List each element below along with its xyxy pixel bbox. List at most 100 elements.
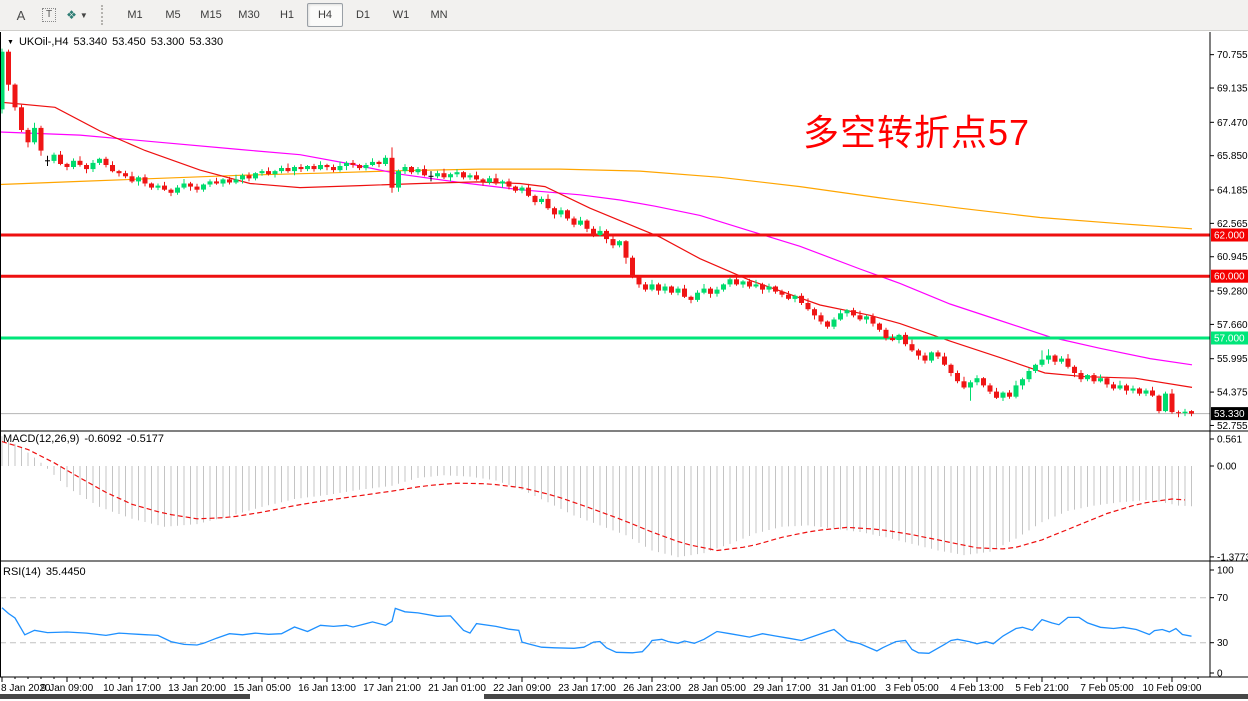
candle-body xyxy=(194,186,200,190)
time-tick-label: 7 Feb 05:00 xyxy=(1080,683,1134,694)
timeframe-button-m5[interactable]: M5 xyxy=(165,9,181,21)
timeframe-button-m1[interactable]: M1 xyxy=(127,9,143,21)
candle-body xyxy=(506,181,512,187)
candle-body xyxy=(1013,385,1019,397)
candle-body xyxy=(1078,373,1084,380)
candle-body xyxy=(1182,411,1188,414)
candle-body xyxy=(298,167,304,170)
time-tick-label: 5 Feb 21:00 xyxy=(1015,683,1069,694)
candle-body xyxy=(623,241,629,258)
candle-body xyxy=(77,160,83,165)
chart-canvas[interactable]: 70.755 69.135 67.470 65.850 64.185 62.565 60.9… xyxy=(0,31,1248,701)
time-tick-label: 28 Jan 05:00 xyxy=(688,683,746,694)
candle-body xyxy=(253,173,258,179)
candle-body xyxy=(870,316,876,324)
candle-body xyxy=(227,179,232,183)
bottom-scrollbar-segment[interactable] xyxy=(0,694,250,699)
candle-body xyxy=(636,276,642,285)
candle-body xyxy=(435,173,440,177)
time-tick-label: 26 Jan 23:00 xyxy=(623,683,681,694)
candle-body xyxy=(500,181,505,184)
candle-body xyxy=(32,127,37,143)
candle-body xyxy=(1169,393,1175,413)
candle-body xyxy=(682,288,687,297)
time-tick-label: 10 Jan 17:00 xyxy=(103,683,161,694)
symbol-header: ▼ UKOil-,H4 53.340 53.450 53.300 53.330 xyxy=(7,36,223,48)
candle-body xyxy=(454,172,460,175)
timeframe-button-m15[interactable]: M15 xyxy=(200,9,222,21)
macd-indicator-header: MACD(12,26,9) -0.6092 -0.5177 xyxy=(3,433,164,445)
candle-body xyxy=(955,373,960,382)
timeframe-button-h1[interactable]: H1 xyxy=(279,9,295,21)
macd-signal-value: -0.5177 xyxy=(126,433,165,445)
timeframe-button-m30[interactable]: M30 xyxy=(238,9,260,21)
timeframe-button-mn[interactable]: MN xyxy=(430,9,448,21)
timeframe-button-w1[interactable]: W1 xyxy=(392,9,410,21)
candle-body xyxy=(922,355,928,361)
candle-body xyxy=(948,364,954,373)
candle-body xyxy=(136,177,141,182)
time-tick-label: 22 Jan 09:00 xyxy=(493,683,551,694)
candle-body xyxy=(994,391,999,398)
candle-body xyxy=(1150,390,1155,396)
candle-body xyxy=(539,198,544,202)
ma-medium-magenta xyxy=(0,131,1193,366)
candle-body xyxy=(1033,364,1038,371)
candle-body xyxy=(1176,412,1181,414)
arrow-objects-dropdown-button[interactable]: ❖ ▼ xyxy=(64,3,90,27)
candle-body xyxy=(968,382,973,388)
quote-close: 53.330 xyxy=(189,36,224,48)
candle-body xyxy=(1072,366,1077,373)
candle-body xyxy=(610,239,616,246)
candle-body xyxy=(799,295,804,303)
price-tick-label: 59.280 xyxy=(1217,287,1248,298)
candle-body xyxy=(350,162,356,165)
candle-body xyxy=(168,189,174,193)
time-tick-label: 4 Feb 13:00 xyxy=(950,683,1004,694)
candle-body xyxy=(1143,390,1149,394)
price-tick-label: 54.375 xyxy=(1217,388,1248,399)
candle-body xyxy=(214,181,219,184)
cursor-tool-button[interactable]: A xyxy=(8,3,34,27)
price-tick-label: 64.185 xyxy=(1217,185,1248,196)
symbol-dropdown-icon[interactable]: ▼ xyxy=(7,38,14,46)
quote-open: 53.340 xyxy=(73,36,108,48)
candle-body xyxy=(896,334,902,340)
candle-body xyxy=(201,184,206,190)
candle-body xyxy=(1130,388,1136,391)
bottom-scrollbar-segment[interactable] xyxy=(484,694,1248,699)
candle-body xyxy=(103,158,109,165)
candle-body xyxy=(883,329,889,338)
candle-body xyxy=(90,162,96,170)
time-tick-label: 3 Feb 05:00 xyxy=(885,683,939,694)
candle-body xyxy=(1156,395,1162,412)
macd-main-value: -0.6092 xyxy=(84,433,122,445)
chart-annotation-text[interactable]: 多空转折点57 xyxy=(803,112,1031,153)
timeframe-button-d1[interactable]: D1 xyxy=(355,9,371,21)
candle-body xyxy=(857,315,863,320)
candle-body xyxy=(474,175,479,180)
candle-body xyxy=(64,163,70,167)
timeframe-button-h4[interactable]: H4 xyxy=(307,3,343,27)
candle-body xyxy=(1026,371,1032,380)
candle-body xyxy=(149,183,154,188)
candle-body xyxy=(1137,388,1142,394)
level-price-badge-label: 60.000 xyxy=(1214,272,1245,283)
text-label-icon: T xyxy=(41,8,57,22)
candle-body xyxy=(825,321,830,327)
quote-high: 53.450 xyxy=(112,36,146,48)
candle-body xyxy=(376,161,382,164)
candle-body xyxy=(844,310,850,314)
toolbar-grip-handle[interactable] xyxy=(101,5,110,25)
candle-body xyxy=(1085,375,1090,380)
candle-body xyxy=(1163,393,1168,412)
candle-body xyxy=(207,181,213,185)
price-tick-label: 60.945 xyxy=(1217,252,1248,263)
rsi-axis-label: 70 xyxy=(1217,593,1229,604)
candle-body xyxy=(220,179,226,184)
price-tick-label: 52.755 xyxy=(1217,421,1248,432)
current-price-badge-label: 53.330 xyxy=(1214,409,1245,420)
candle-body xyxy=(467,175,473,178)
text-label-tool-button[interactable]: T xyxy=(36,3,62,27)
candle-body xyxy=(851,310,856,316)
